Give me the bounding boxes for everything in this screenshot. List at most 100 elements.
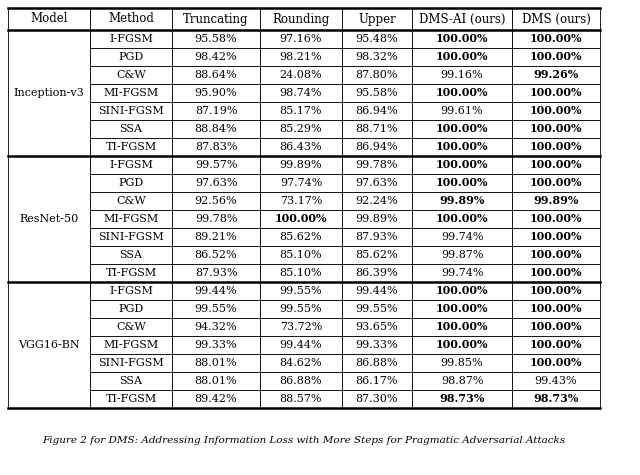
Bar <box>342 138 412 156</box>
Bar <box>260 264 342 282</box>
Text: 99.33%: 99.33% <box>356 340 398 350</box>
Text: 100.00%: 100.00% <box>436 304 488 314</box>
Text: 98.32%: 98.32% <box>356 52 398 62</box>
Text: 99.85%: 99.85% <box>441 358 483 368</box>
Text: I-FGSM: I-FGSM <box>109 34 153 44</box>
Bar <box>172 138 260 156</box>
Text: 100.00%: 100.00% <box>530 51 582 63</box>
Text: 99.89%: 99.89% <box>356 214 398 224</box>
Text: 100.00%: 100.00% <box>436 340 488 351</box>
Text: 85.10%: 85.10% <box>280 268 323 278</box>
Text: C&W: C&W <box>116 322 146 332</box>
Text: 100.00%: 100.00% <box>530 160 582 171</box>
Bar <box>172 120 260 138</box>
Text: 97.63%: 97.63% <box>356 178 398 188</box>
Bar <box>412 156 512 174</box>
Text: 86.43%: 86.43% <box>280 142 323 152</box>
Bar <box>172 228 260 246</box>
Bar <box>412 246 512 264</box>
Bar <box>342 102 412 120</box>
Bar <box>412 354 512 372</box>
Text: 85.62%: 85.62% <box>356 250 398 260</box>
Text: 99.74%: 99.74% <box>441 232 483 242</box>
Text: 85.29%: 85.29% <box>280 124 323 134</box>
Text: 99.57%: 99.57% <box>195 160 237 170</box>
Bar <box>512 336 600 354</box>
Text: 99.89%: 99.89% <box>533 196 579 207</box>
Bar <box>342 228 412 246</box>
Bar <box>260 192 342 210</box>
Text: DMS-AI (ours): DMS-AI (ours) <box>419 12 505 26</box>
Text: 98.21%: 98.21% <box>280 52 323 62</box>
Bar <box>260 30 342 48</box>
Bar <box>90 102 172 120</box>
Text: TI-FGSM: TI-FGSM <box>106 268 157 278</box>
Bar <box>90 48 172 66</box>
Text: 99.61%: 99.61% <box>441 106 483 116</box>
Text: 100.00%: 100.00% <box>436 124 488 134</box>
Bar <box>90 30 172 48</box>
Text: 100.00%: 100.00% <box>530 358 582 369</box>
Bar <box>342 120 412 138</box>
Text: 100.00%: 100.00% <box>436 322 488 332</box>
Bar <box>342 84 412 102</box>
Text: 100.00%: 100.00% <box>436 213 488 225</box>
Bar <box>172 84 260 102</box>
Bar <box>260 318 342 336</box>
Text: DMS (ours): DMS (ours) <box>522 12 591 26</box>
Text: MI-FGSM: MI-FGSM <box>104 88 159 98</box>
Bar <box>260 246 342 264</box>
Bar <box>172 192 260 210</box>
Bar <box>90 264 172 282</box>
Text: SINI-FGSM: SINI-FGSM <box>98 106 164 116</box>
Text: 99.55%: 99.55% <box>356 304 398 314</box>
Text: Rounding: Rounding <box>273 12 330 26</box>
Text: 87.19%: 87.19% <box>195 106 237 116</box>
Text: 100.00%: 100.00% <box>436 178 488 189</box>
Bar <box>260 210 342 228</box>
Text: 100.00%: 100.00% <box>436 87 488 98</box>
Bar <box>260 354 342 372</box>
Text: SINI-FGSM: SINI-FGSM <box>98 358 164 368</box>
Bar <box>90 318 172 336</box>
Bar <box>8 156 90 282</box>
Text: 73.72%: 73.72% <box>280 322 322 332</box>
Text: Truncating: Truncating <box>183 12 249 26</box>
Text: 95.48%: 95.48% <box>356 34 398 44</box>
Text: SSA: SSA <box>120 250 143 260</box>
Text: 84.62%: 84.62% <box>280 358 323 368</box>
Text: 100.00%: 100.00% <box>530 249 582 260</box>
Bar <box>342 372 412 390</box>
Bar <box>172 66 260 84</box>
Bar <box>412 264 512 282</box>
Text: 98.73%: 98.73% <box>439 393 484 405</box>
Text: SINI-FGSM: SINI-FGSM <box>98 232 164 242</box>
Bar <box>342 318 412 336</box>
Bar <box>90 282 172 300</box>
Bar <box>90 354 172 372</box>
Bar <box>172 48 260 66</box>
Text: 24.08%: 24.08% <box>280 70 323 80</box>
Bar <box>512 246 600 264</box>
Bar <box>260 372 342 390</box>
Bar <box>172 318 260 336</box>
Text: 99.44%: 99.44% <box>280 340 323 350</box>
Text: 97.74%: 97.74% <box>280 178 322 188</box>
Bar <box>412 390 512 408</box>
Bar <box>512 228 600 246</box>
Text: PGD: PGD <box>118 178 143 188</box>
Bar <box>172 300 260 318</box>
Bar <box>412 192 512 210</box>
Bar <box>8 8 90 30</box>
Bar <box>342 48 412 66</box>
Bar <box>512 8 600 30</box>
Text: 100.00%: 100.00% <box>436 285 488 296</box>
Bar <box>260 84 342 102</box>
Text: 99.78%: 99.78% <box>195 214 237 224</box>
Text: 88.01%: 88.01% <box>195 358 237 368</box>
Bar <box>512 192 600 210</box>
Bar <box>512 210 600 228</box>
Bar <box>90 228 172 246</box>
Text: 87.30%: 87.30% <box>356 394 398 404</box>
Text: TI-FGSM: TI-FGSM <box>106 142 157 152</box>
